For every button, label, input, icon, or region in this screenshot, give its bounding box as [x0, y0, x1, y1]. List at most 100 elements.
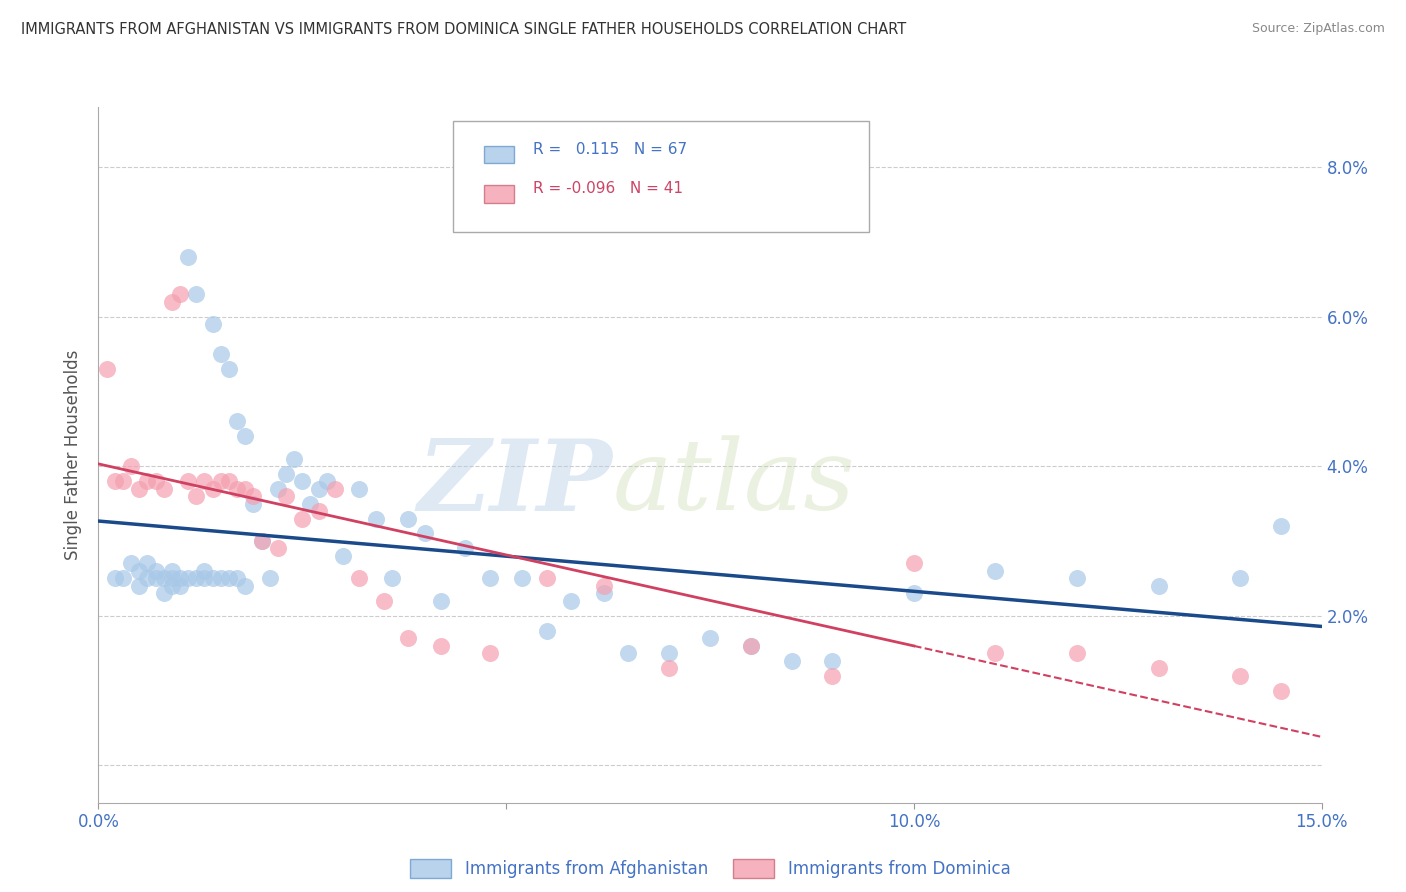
- Point: [1147, 579, 1170, 593]
- Point: [1229, 571, 1251, 585]
- Point: [267, 541, 290, 556]
- Text: ZIP: ZIP: [418, 434, 612, 531]
- Text: R =   0.115   N = 67: R = 0.115 N = 67: [533, 142, 686, 157]
- Point: [120, 459, 142, 474]
- Point: [512, 571, 534, 585]
- Point: [111, 571, 134, 585]
- Point: [291, 474, 314, 488]
- Point: [699, 631, 721, 645]
- Point: [128, 564, 150, 578]
- Point: [177, 250, 200, 264]
- Point: [111, 474, 134, 488]
- Point: [209, 571, 232, 585]
- Point: [193, 564, 215, 578]
- Point: [780, 654, 803, 668]
- Point: [160, 571, 183, 585]
- Point: [209, 474, 232, 488]
- Point: [233, 579, 256, 593]
- Text: Source: ZipAtlas.com: Source: ZipAtlas.com: [1251, 22, 1385, 36]
- Point: [740, 639, 762, 653]
- Point: [186, 571, 208, 585]
- Point: [1270, 683, 1292, 698]
- FancyBboxPatch shape: [453, 121, 869, 232]
- Point: [120, 557, 142, 571]
- Point: [186, 287, 208, 301]
- Text: IMMIGRANTS FROM AFGHANISTAN VS IMMIGRANTS FROM DOMINICA SINGLE FATHER HOUSEHOLDS: IMMIGRANTS FROM AFGHANISTAN VS IMMIGRANT…: [21, 22, 907, 37]
- Text: atlas: atlas: [612, 435, 855, 531]
- Point: [177, 474, 200, 488]
- Point: [226, 414, 249, 428]
- Point: [233, 482, 256, 496]
- Point: [617, 646, 640, 660]
- Point: [413, 526, 436, 541]
- Point: [96, 362, 118, 376]
- Point: [658, 661, 681, 675]
- Point: [201, 482, 224, 496]
- Point: [209, 347, 232, 361]
- Point: [160, 564, 183, 578]
- Point: [332, 549, 354, 563]
- Point: [593, 579, 616, 593]
- FancyBboxPatch shape: [484, 145, 515, 163]
- Point: [152, 482, 174, 496]
- Point: [250, 533, 273, 548]
- Point: [315, 474, 337, 488]
- Point: [396, 631, 419, 645]
- Point: [218, 474, 240, 488]
- Point: [145, 564, 167, 578]
- Point: [903, 586, 925, 600]
- Point: [233, 429, 256, 443]
- Point: [218, 362, 240, 376]
- Point: [283, 451, 305, 466]
- Point: [193, 474, 215, 488]
- Point: [274, 489, 297, 503]
- Point: [1229, 668, 1251, 682]
- Point: [242, 489, 264, 503]
- Point: [169, 287, 191, 301]
- Point: [536, 571, 558, 585]
- Point: [984, 564, 1007, 578]
- Point: [242, 497, 264, 511]
- Point: [903, 557, 925, 571]
- Point: [430, 639, 453, 653]
- Point: [299, 497, 322, 511]
- Point: [349, 482, 371, 496]
- Point: [291, 511, 314, 525]
- Legend: Immigrants from Afghanistan, Immigrants from Dominica: Immigrants from Afghanistan, Immigrants …: [404, 853, 1017, 885]
- Point: [169, 579, 191, 593]
- Point: [160, 294, 183, 309]
- Point: [201, 317, 224, 331]
- Point: [169, 571, 191, 585]
- Point: [136, 474, 159, 488]
- Y-axis label: Single Father Households: Single Father Households: [65, 350, 83, 560]
- Point: [308, 504, 330, 518]
- Point: [193, 571, 215, 585]
- Point: [658, 646, 681, 660]
- Point: [560, 594, 582, 608]
- Text: R = -0.096   N = 41: R = -0.096 N = 41: [533, 181, 683, 196]
- Point: [136, 557, 159, 571]
- Point: [218, 571, 240, 585]
- Point: [1270, 519, 1292, 533]
- Point: [274, 467, 297, 481]
- Point: [152, 571, 174, 585]
- Point: [349, 571, 371, 585]
- Point: [593, 586, 616, 600]
- Point: [740, 639, 762, 653]
- Point: [145, 571, 167, 585]
- Point: [128, 482, 150, 496]
- Point: [984, 646, 1007, 660]
- Point: [478, 646, 501, 660]
- Point: [152, 586, 174, 600]
- Point: [1066, 571, 1088, 585]
- Point: [104, 571, 127, 585]
- Point: [1147, 661, 1170, 675]
- Point: [136, 571, 159, 585]
- Point: [160, 579, 183, 593]
- Point: [536, 624, 558, 638]
- FancyBboxPatch shape: [484, 186, 515, 202]
- Point: [250, 533, 273, 548]
- Point: [821, 668, 844, 682]
- Point: [186, 489, 208, 503]
- Point: [177, 571, 200, 585]
